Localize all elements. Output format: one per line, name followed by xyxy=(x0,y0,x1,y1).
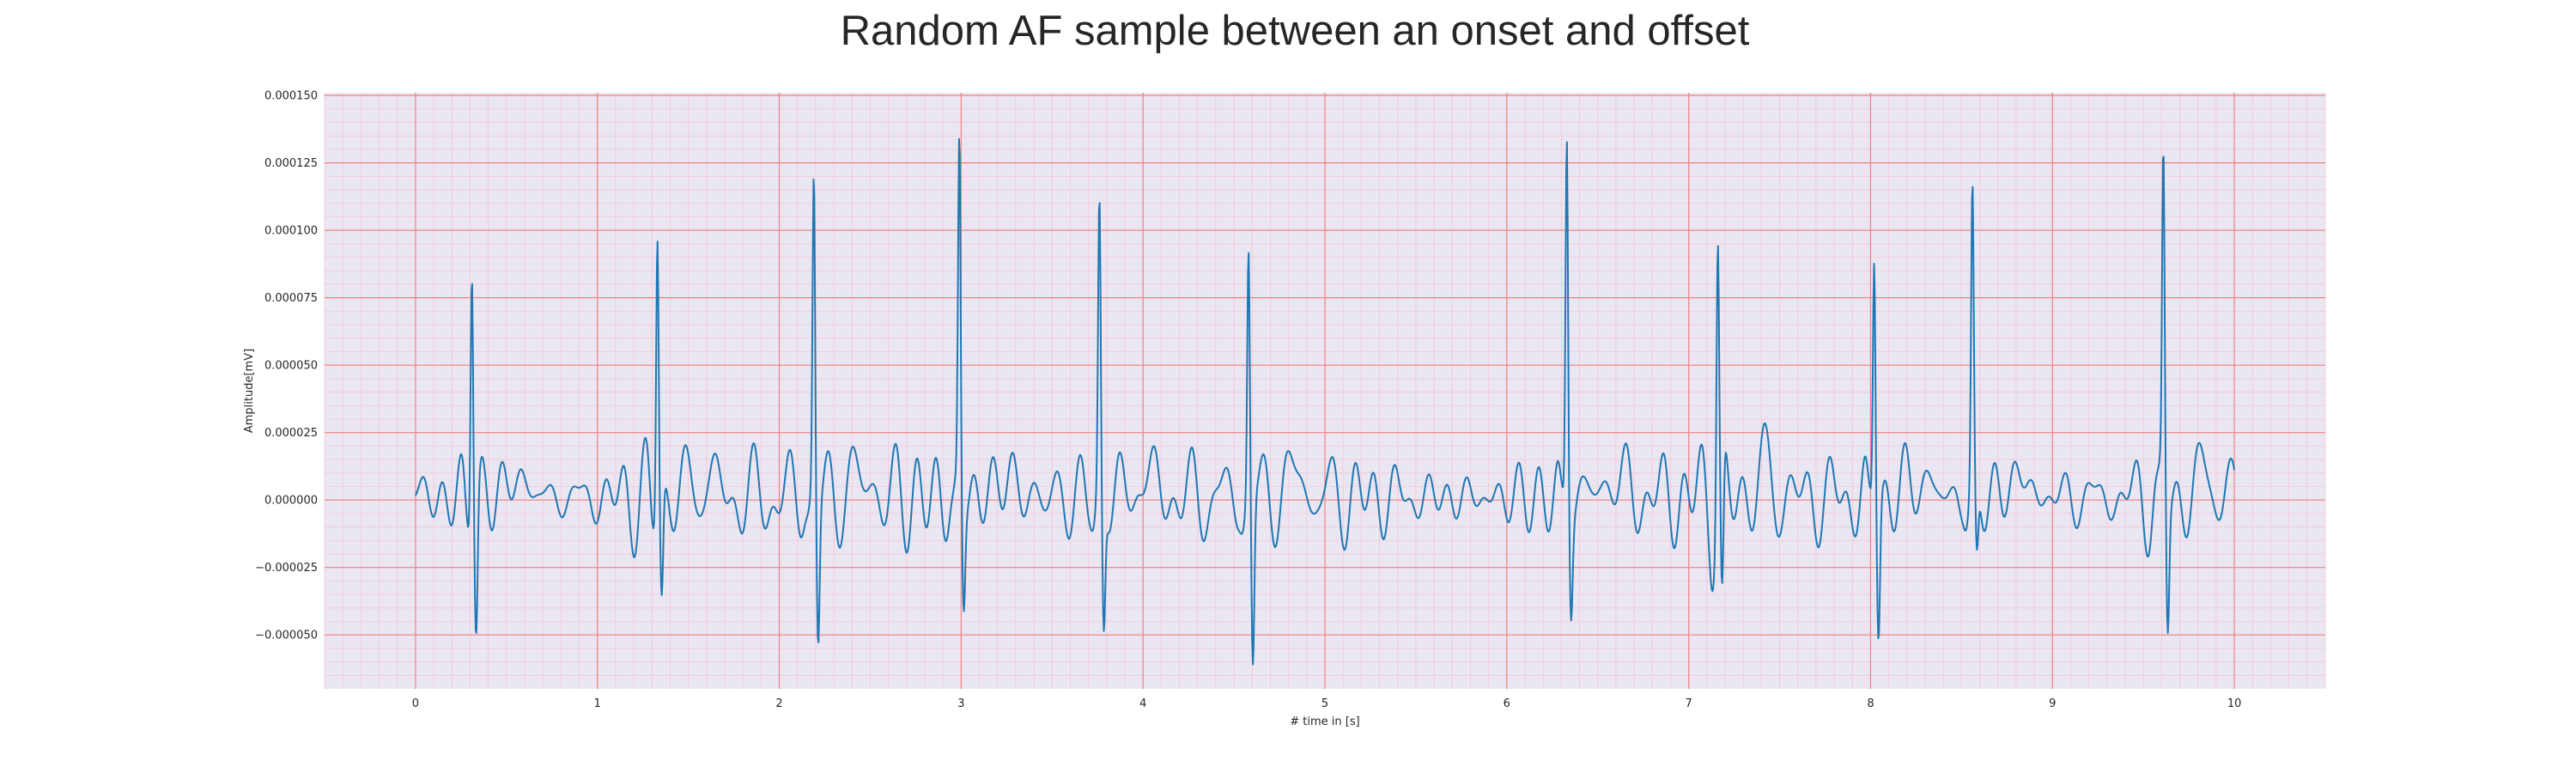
y-tick-label: 0.000025 xyxy=(264,427,318,440)
x-tick-label: 3 xyxy=(957,697,964,710)
y-tick-label: −0.000025 xyxy=(255,562,318,575)
series-line xyxy=(415,137,2236,666)
x-tick-label: 4 xyxy=(1139,697,1146,710)
y-tick-label: 0.000100 xyxy=(264,225,318,238)
y-tick-label: 0.000050 xyxy=(264,360,318,373)
chart-title: Random AF sample between an onset and of… xyxy=(841,8,1750,54)
y-axis-label: Amplitude[mV] xyxy=(243,349,256,433)
x-tick-label: 0 xyxy=(412,697,419,710)
y-tick-labels: −0.000050 −0.000025 0.000000 0.000025 0.0000… xyxy=(255,90,318,642)
series-layer xyxy=(415,137,2236,666)
x-tick-label: 7 xyxy=(1685,697,1692,710)
y-tick-label: −0.000050 xyxy=(255,630,318,642)
y-tick-label: 0.000075 xyxy=(264,292,318,305)
x-axis-label: # time in [s] xyxy=(1290,715,1359,728)
x-tick-label: 6 xyxy=(1504,697,1510,710)
y-tick-label: 0.000000 xyxy=(264,495,318,508)
x-tick-label: 1 xyxy=(594,697,601,710)
x-tick-labels: 0 1 2 3 4 5 6 7 8 9 10 xyxy=(412,697,2242,710)
y-tick-label: 0.000150 xyxy=(264,90,318,103)
x-tick-label: 8 xyxy=(1867,697,1874,710)
x-tick-label: 10 xyxy=(2227,697,2242,710)
x-tick-label: 9 xyxy=(2049,697,2056,710)
x-tick-label: 5 xyxy=(1321,697,1328,710)
y-tick-label: 0.000125 xyxy=(264,157,318,170)
x-tick-label: 2 xyxy=(775,697,782,710)
